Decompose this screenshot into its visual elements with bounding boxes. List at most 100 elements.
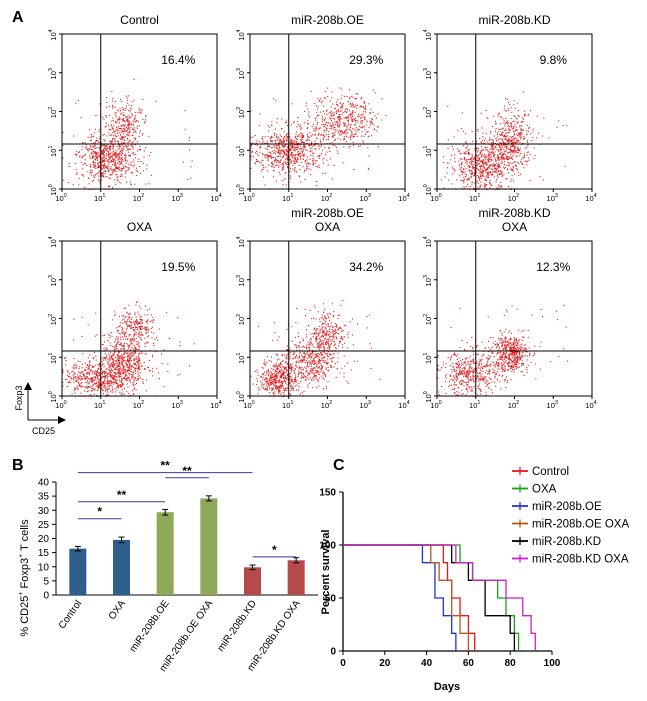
flow-event (511, 169, 513, 171)
flow-event (342, 131, 344, 133)
flow-y-tick-label: 104 (423, 29, 433, 40)
flow-event (478, 186, 480, 188)
flow-event (485, 162, 487, 164)
panel-label-c: C (333, 457, 345, 474)
flow-event (286, 154, 288, 156)
flow-event (114, 135, 116, 137)
flow-event (278, 155, 280, 157)
flow-event (116, 384, 118, 386)
flow-event (276, 368, 278, 370)
flow-event (111, 156, 113, 158)
flow-event (342, 103, 344, 105)
flow-event (346, 125, 348, 127)
flow-event (132, 152, 134, 154)
flow-event (129, 339, 131, 341)
flow-event (86, 363, 88, 365)
flow-event (250, 167, 252, 169)
flow-event (135, 361, 137, 363)
flow-event (285, 154, 287, 156)
flow-event (511, 111, 513, 113)
flow-event (305, 168, 307, 170)
flow-event (300, 156, 302, 158)
flow-event (369, 112, 371, 114)
flow-event (143, 170, 145, 172)
flow-event (94, 165, 96, 167)
flow-event (492, 155, 494, 157)
flow-event (126, 371, 128, 373)
flow-event (267, 154, 269, 156)
flow-event (75, 102, 77, 104)
flow-event (122, 332, 124, 334)
flow-event (134, 378, 136, 380)
flow-event (352, 141, 354, 143)
flow-event (73, 377, 75, 379)
flow-event (90, 377, 92, 379)
flow-event (369, 112, 371, 114)
flow-event (108, 380, 110, 382)
flow-event (326, 129, 328, 131)
flow-event (336, 150, 338, 152)
flow-event (136, 125, 138, 127)
flow-event (489, 158, 491, 160)
flow-event (258, 389, 260, 391)
flow-event (470, 172, 472, 174)
flow-event (564, 165, 566, 167)
flow-event (508, 129, 510, 131)
flow-event (310, 174, 312, 176)
flow-event (127, 119, 129, 121)
flow-event (108, 372, 110, 374)
flow-event (489, 154, 491, 156)
flow-event (112, 171, 114, 173)
flow-event (98, 146, 100, 148)
flow-event (353, 133, 355, 135)
flow-event (112, 377, 114, 379)
flow-event (155, 100, 157, 102)
flow-event (521, 158, 523, 160)
flow-event (66, 386, 68, 388)
flow-event (325, 121, 327, 123)
flow-event (139, 130, 141, 132)
flow-event (142, 381, 144, 383)
flow-event (108, 382, 110, 384)
flow-event (286, 140, 288, 142)
flow-event (339, 123, 341, 125)
flow-event (132, 329, 134, 331)
flow-event (101, 385, 103, 387)
flow-event (527, 144, 529, 146)
flow-event (96, 153, 98, 155)
flow-event (275, 380, 277, 382)
flow-event (70, 376, 72, 378)
flow-event (91, 390, 93, 392)
flow-event (310, 169, 312, 171)
flow-event (307, 120, 309, 122)
flow-event (123, 114, 125, 116)
flow-event (140, 328, 142, 330)
flow-event (281, 140, 283, 142)
flow-event (523, 138, 525, 140)
flow-event (336, 104, 338, 106)
flow-event (278, 139, 280, 141)
flow-event (130, 374, 132, 376)
flow-event (490, 183, 492, 185)
flow-event (106, 367, 108, 369)
flow-event (115, 155, 117, 157)
flow-event (123, 142, 125, 144)
flow-event (276, 366, 278, 368)
flow-event (449, 159, 451, 161)
flow-event (131, 374, 133, 376)
flow-event (120, 147, 122, 149)
flow-event (271, 379, 273, 381)
flow-event (514, 147, 516, 149)
flow-event (491, 174, 493, 176)
flow-event (139, 359, 141, 361)
flow-event (503, 150, 505, 152)
flow-event (474, 157, 476, 159)
flow-event (361, 120, 363, 122)
flow-event (485, 156, 487, 158)
flow-event (491, 151, 493, 153)
flow-event (106, 166, 108, 168)
flow-event (500, 144, 502, 146)
flow-event (299, 155, 301, 157)
flow-event (97, 164, 99, 166)
flow-event (97, 140, 99, 142)
